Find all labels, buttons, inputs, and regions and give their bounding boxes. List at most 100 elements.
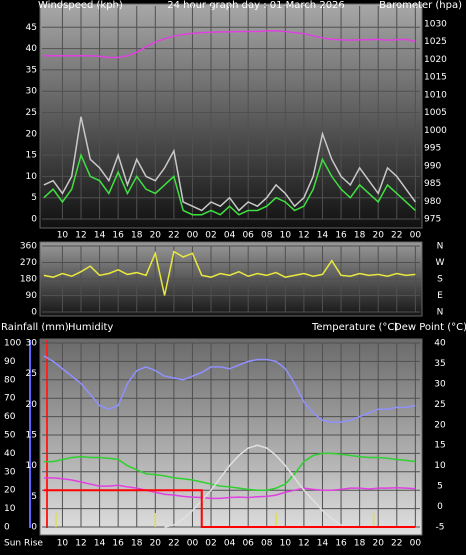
x-tick-label: 14 (94, 231, 106, 241)
panel-temperature (39, 338, 423, 536)
x-tick-label: 00 (187, 231, 199, 241)
tick-label: 15 (434, 441, 445, 451)
tick-label: 975 (424, 215, 441, 225)
tick-label: 270 (20, 258, 37, 268)
x-tick-label: 00 (410, 539, 422, 549)
x-tick-label: 22 (168, 539, 179, 549)
tick-label: 0 (437, 502, 443, 512)
tick-label: 80 (4, 375, 16, 385)
tick-label: 0 (31, 523, 37, 533)
x-tick-label: 06 (242, 231, 254, 241)
tick-label: 995 (424, 144, 441, 154)
tick-label: 10 (26, 461, 38, 471)
x-tick-label: 14 (317, 539, 329, 549)
rain-label: Rainfall (mm) (1, 322, 69, 333)
x-tick-label: 08 (261, 539, 273, 549)
tick-label: 40 (434, 339, 446, 349)
x-tick-label: 16 (112, 539, 124, 549)
x-tick-label: 12 (298, 539, 309, 549)
tick-label: 25 (26, 108, 37, 118)
tick-label: 35 (434, 359, 445, 369)
series-line (43, 452, 416, 491)
tick-label: 60 (4, 412, 16, 422)
tick-label: -5 (436, 523, 445, 533)
x-tick-label: 02 (205, 231, 216, 241)
series-line (43, 477, 416, 500)
tick-label: 0 (4, 523, 10, 533)
tick-label: 980 (424, 197, 441, 207)
y2-label: Barometer (hpa) (379, 0, 462, 11)
title: 24 hour graph day : 01 March 2026 (167, 0, 345, 11)
tick-label: 40 (4, 449, 16, 459)
x-tick-label: 20 (372, 231, 384, 241)
tick-label: 5 (31, 193, 37, 203)
x-tick-label: 00 (187, 539, 199, 549)
x-tick-label: 14 (94, 539, 106, 549)
x-tick-label: 20 (150, 539, 162, 549)
x-tick-label: 08 (261, 231, 273, 241)
x-tick-label: 16 (335, 539, 347, 549)
tick-label: E (437, 291, 443, 301)
series-line (43, 489, 416, 528)
x-tick-label: 20 (372, 539, 384, 549)
x-tick-label: 04 (224, 231, 236, 241)
x-tick-label: 10 (280, 539, 292, 549)
panel-wind (39, 3, 423, 229)
x-tick-label: 22 (391, 539, 402, 549)
dewpoint-label: Dew Point (°C) (394, 322, 466, 333)
x-tick-label: 18 (354, 231, 366, 241)
series-line (43, 250, 416, 296)
tick-label: 985 (424, 179, 441, 189)
y-label: Windspeed (kph) (38, 0, 123, 11)
tick-label: 0 (31, 308, 37, 318)
x-tick-label: 04 (224, 539, 236, 549)
x-tick-label: 16 (112, 231, 124, 241)
tick-label: 10 (4, 504, 16, 514)
tick-label: 10 (26, 172, 38, 182)
tick-label: 90 (26, 291, 38, 301)
x-tick-label: 12 (298, 231, 309, 241)
tick-label: 70 (4, 394, 16, 404)
tick-label: 15 (26, 431, 37, 441)
x-tick-label: 16 (335, 231, 347, 241)
tick-label: 0 (31, 215, 37, 225)
series-line (43, 30, 416, 59)
x-tick-label: 12 (75, 539, 86, 549)
x-tick-label: 10 (57, 231, 69, 241)
tick-label: 1005 (424, 108, 447, 118)
tick-label: 90 (4, 357, 16, 367)
series-line (43, 152, 416, 216)
tick-label: 30 (26, 87, 38, 97)
humidity-label: Humidity (68, 322, 113, 333)
tick-label: 45 (26, 23, 37, 33)
x-tick-label: 06 (242, 539, 254, 549)
tick-label: W (436, 258, 445, 268)
x-tick-label: 18 (131, 539, 143, 549)
tick-label: 35 (26, 65, 37, 75)
tick-label: 990 (424, 161, 441, 171)
tick-label: 5 (31, 492, 37, 502)
tick-label: 1010 (424, 90, 447, 100)
tick-label: 30 (434, 379, 446, 389)
temperature-label: Temperature (°C) (311, 322, 398, 333)
x-tick-label: 00 (410, 231, 422, 241)
tick-label: 50 (4, 431, 16, 441)
tick-label: N (437, 308, 444, 318)
tick-label: 1025 (424, 37, 447, 47)
tick-label: N (437, 242, 444, 252)
tick-label: 1015 (424, 73, 447, 83)
tick-label: 1030 (424, 19, 447, 29)
x-tick-label: 18 (131, 231, 143, 241)
series-line (43, 116, 416, 212)
x-tick-label: 18 (354, 539, 366, 549)
tick-label: S (437, 275, 443, 285)
tick-label: 20 (26, 129, 38, 139)
tick-label: 25 (434, 400, 445, 410)
tick-label: 25 (26, 369, 37, 379)
tick-label: 40 (26, 44, 38, 54)
tick-label: 1020 (424, 55, 447, 65)
tick-label: 15 (26, 151, 37, 161)
tick-label: 30 (26, 339, 38, 349)
x-tick-label: 10 (280, 231, 292, 241)
